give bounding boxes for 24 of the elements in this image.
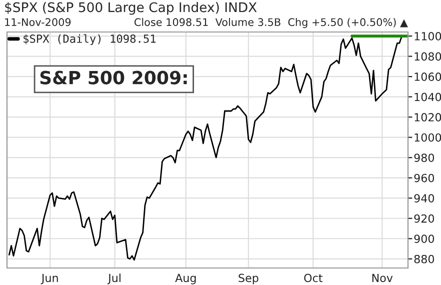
x-tick-label: Oct <box>304 274 322 282</box>
line-series <box>8 36 402 261</box>
y-tick-label: 960 <box>414 174 434 182</box>
legend-label: $SPX (Daily) 1098.51 <box>24 34 156 46</box>
y-tick-label: 1060 <box>414 72 441 81</box>
y-tick-label: 940 <box>414 194 434 202</box>
y-tick-label: 1020 <box>414 113 441 122</box>
y-tick-label: 1000 <box>414 133 441 142</box>
x-tick-label: Jun <box>40 274 58 284</box>
y-tick-label: 980 <box>414 154 434 162</box>
x-tick-label: Sep <box>238 274 258 284</box>
chart-subtitle: 11-Nov-2009 <box>5 18 71 26</box>
y-tick-label: 900 <box>414 234 434 244</box>
x-tick-label: Nov <box>372 274 393 282</box>
annotation: S&P 500 2009: <box>40 70 187 84</box>
text: Close 1098.51 Volume 3.5B Chg +5.50 (+0.50%) ▲ <box>134 18 408 28</box>
y-tick-label: 1080 <box>414 52 441 61</box>
x-tick-label: Aug <box>175 274 196 284</box>
y-tick-label: 880 <box>414 254 434 264</box>
chart-title: $SPX (S&P 500 Large Cap Index) INDX <box>5 2 257 15</box>
y-tick-label: 920 <box>414 214 434 223</box>
y-tick-label: 1100 <box>414 32 441 40</box>
x-tick-label: Jul <box>108 274 120 284</box>
y-tick-label: 1040 <box>414 92 441 102</box>
